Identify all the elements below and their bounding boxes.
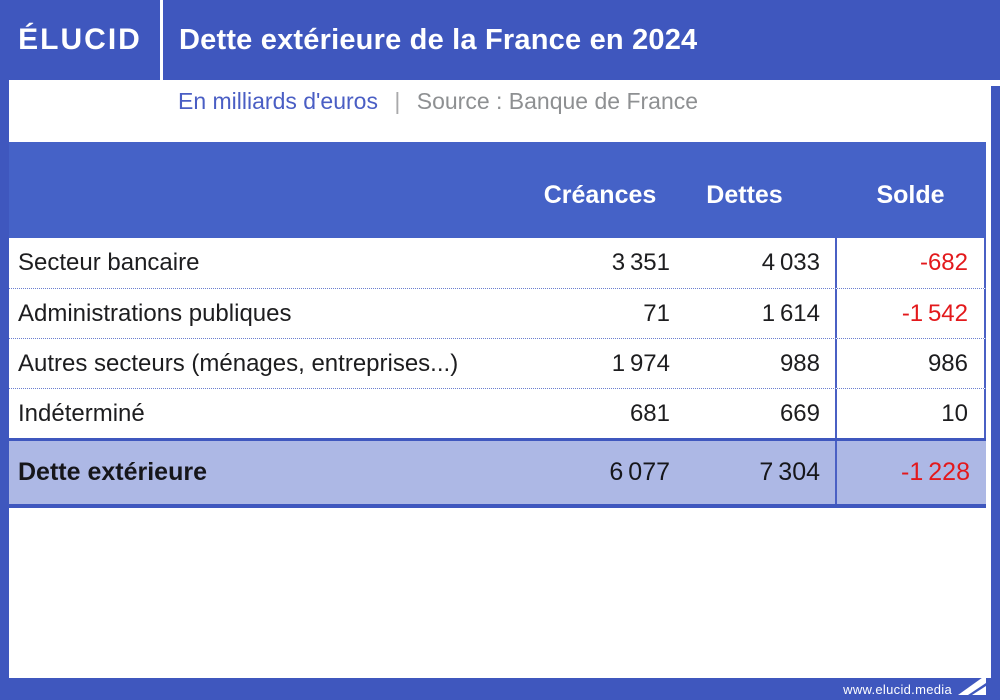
table-row: Administrations publiques 71 1 614 -1 54… [9,288,986,338]
row-creances: 71 [643,299,670,327]
total-dettes: 7 304 [759,458,820,486]
table-row: Secteur bancaire 3 351 4 033 -682 [9,238,986,288]
total-label: Dette extérieure [18,458,207,486]
elucid-logo: ÉLUCID [18,23,142,56]
row-label: Indéterminé [18,399,145,427]
elucid-flag-icon [958,675,986,695]
left-border-strip [0,80,9,678]
subtitle-separator: | [394,88,401,114]
row-dettes: 988 [779,349,820,377]
page-title: Dette extérieure de la France en 2024 [179,23,698,56]
row-solde: -1 542 [835,289,986,338]
table-header-row: Créances Dettes Solde [9,142,986,238]
header-creances: Créances [543,180,657,209]
row-creances: 681 [629,399,670,427]
row-solde: 10 [835,389,986,438]
footer-url: www.elucid.media [843,681,952,697]
top-header-bar: ÉLUCID Dette extérieure de la France en … [0,0,1000,80]
debt-table: Créances Dettes Solde Secteur bancaire 3… [9,142,986,508]
table-row: Autres secteurs (ménages, entreprises...… [9,338,986,388]
table-total-row: Dette extérieure 6 077 7 304 -1 228 [9,438,986,508]
row-creances: 3 351 [611,249,670,276]
header-solde: Solde [876,180,945,209]
source-label: Source : Banque de France [416,88,699,114]
row-solde: -682 [835,238,986,288]
row-dettes: 669 [779,399,820,427]
header-dettes: Dettes [706,180,783,209]
unit-label: En milliards d'euros [178,88,378,114]
subtitle: En milliards d'euros | Source : Banque d… [178,88,698,115]
header-divider [160,0,163,80]
row-label: Administrations publiques [18,299,292,327]
right-border-strip [991,86,1000,678]
total-creances: 6 077 [609,458,670,486]
row-creances: 1 974 [611,349,670,377]
row-dettes: 4 033 [761,249,820,276]
row-label: Autres secteurs (ménages, entreprises...… [18,349,459,377]
footer-bar: www.elucid.media [0,675,1000,700]
row-dettes: 1 614 [761,299,820,327]
row-solde: 986 [835,339,986,388]
table-row: Indéterminé 681 669 10 [9,388,986,438]
total-solde: -1 228 [835,441,986,504]
row-label: Secteur bancaire [18,249,200,276]
